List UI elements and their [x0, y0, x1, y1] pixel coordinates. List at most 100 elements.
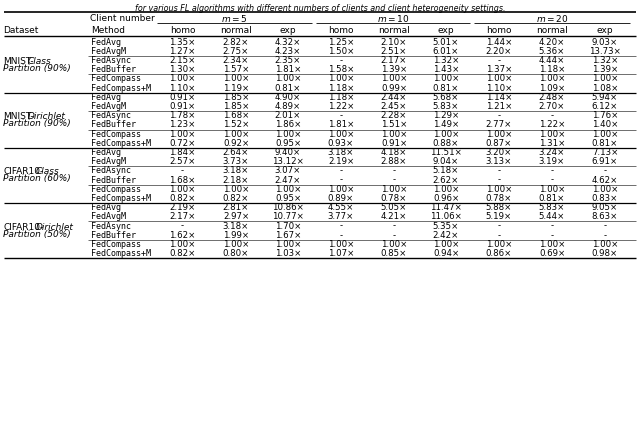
Text: 1.00×: 1.00×	[486, 130, 512, 139]
Text: -: -	[339, 231, 342, 240]
Text: 2.10×: 2.10×	[381, 38, 407, 47]
Text: 0.87×: 0.87×	[486, 139, 512, 148]
Text: 1.00×: 1.00×	[539, 185, 565, 194]
Text: 1.00×: 1.00×	[328, 185, 354, 194]
Text: $m = 5$: $m = 5$	[221, 13, 248, 24]
Text: 0.99×: 0.99×	[381, 84, 407, 92]
Text: 4.62×: 4.62×	[592, 175, 618, 184]
Text: 4.21×: 4.21×	[381, 213, 407, 221]
Text: 1.32×: 1.32×	[433, 56, 459, 65]
Text: 1.00×: 1.00×	[328, 130, 354, 139]
Text: 1.27×: 1.27×	[170, 47, 196, 56]
Text: 1.99×: 1.99×	[223, 231, 249, 240]
Text: -: -	[339, 166, 342, 175]
Text: 2.19×: 2.19×	[328, 157, 354, 166]
Text: 1.00×: 1.00×	[381, 130, 407, 139]
Text: FedCompass: FedCompass	[91, 74, 141, 83]
Text: 1.50×: 1.50×	[328, 47, 354, 56]
Text: 2.77×: 2.77×	[486, 121, 512, 130]
Text: 1.00×: 1.00×	[539, 130, 565, 139]
Text: -: -	[392, 175, 396, 184]
Text: 6.01×: 6.01×	[433, 47, 459, 56]
Text: 1.07×: 1.07×	[328, 249, 354, 258]
Text: 1.23×: 1.23×	[170, 121, 196, 130]
Text: 0.95×: 0.95×	[275, 139, 301, 148]
Text: for various FL algorithms with different numbers of clients and client heterogen: for various FL algorithms with different…	[135, 4, 505, 13]
Text: 11.47×: 11.47×	[430, 203, 462, 212]
Text: -: -	[550, 175, 554, 184]
Text: Method: Method	[91, 26, 125, 35]
Text: 1.68×: 1.68×	[223, 111, 249, 120]
Text: CIFAR10-: CIFAR10-	[3, 223, 44, 232]
Text: -: -	[604, 166, 607, 175]
Text: homo: homo	[170, 26, 195, 35]
Text: homo: homo	[486, 26, 512, 35]
Text: Partition (90%): Partition (90%)	[3, 119, 71, 128]
Text: 1.51×: 1.51×	[381, 121, 407, 130]
Text: 2.47×: 2.47×	[275, 175, 301, 184]
Text: 1.00×: 1.00×	[381, 185, 407, 194]
Text: FedCompass: FedCompass	[91, 240, 141, 249]
Text: Partition (50%): Partition (50%)	[3, 230, 71, 239]
Text: 1.03×: 1.03×	[275, 249, 301, 258]
Text: 1.00×: 1.00×	[433, 240, 459, 249]
Text: 1.52×: 1.52×	[223, 121, 249, 130]
Text: -: -	[497, 231, 500, 240]
Text: -: -	[497, 166, 500, 175]
Text: 2.01×: 2.01×	[275, 111, 301, 120]
Text: -: -	[181, 222, 184, 231]
Text: 1.85×: 1.85×	[223, 93, 249, 102]
Text: 1.58×: 1.58×	[328, 65, 354, 74]
Text: 1.00×: 1.00×	[275, 185, 301, 194]
Text: 5.83×: 5.83×	[433, 102, 459, 111]
Text: 2.64×: 2.64×	[223, 148, 249, 157]
Text: 2.70×: 2.70×	[539, 102, 565, 111]
Text: 0.91×: 0.91×	[170, 93, 196, 102]
Text: 1.08×: 1.08×	[592, 84, 618, 92]
Text: 6.91×: 6.91×	[592, 157, 618, 166]
Text: 5.83×: 5.83×	[539, 203, 565, 212]
Text: 13.12×: 13.12×	[272, 157, 304, 166]
Text: 1.00×: 1.00×	[275, 240, 301, 249]
Text: FedAvg: FedAvg	[91, 203, 121, 212]
Text: 5.05×: 5.05×	[381, 203, 407, 212]
Text: 0.93×: 0.93×	[328, 139, 354, 148]
Text: 1.00×: 1.00×	[275, 74, 301, 83]
Text: exp: exp	[280, 26, 296, 35]
Text: 2.88×: 2.88×	[381, 157, 407, 166]
Text: FedAsync: FedAsync	[91, 222, 131, 231]
Text: 1.29×: 1.29×	[433, 111, 459, 120]
Text: 5.68×: 5.68×	[433, 93, 459, 102]
Text: 1.49×: 1.49×	[433, 121, 459, 130]
Text: FedCompass: FedCompass	[91, 185, 141, 194]
Text: FedAvgM: FedAvgM	[91, 47, 126, 56]
Text: 1.81×: 1.81×	[275, 65, 301, 74]
Text: 1.25×: 1.25×	[328, 38, 354, 47]
Text: 0.96×: 0.96×	[433, 194, 459, 203]
Text: -: -	[497, 111, 500, 120]
Text: 2.17×: 2.17×	[170, 213, 196, 221]
Text: 2.17×: 2.17×	[381, 56, 407, 65]
Text: 1.00×: 1.00×	[539, 240, 565, 249]
Text: -: -	[339, 175, 342, 184]
Text: 0.82×: 0.82×	[170, 249, 196, 258]
Text: 1.32×: 1.32×	[592, 56, 618, 65]
Text: -: -	[550, 222, 554, 231]
Text: 3.18×: 3.18×	[328, 148, 354, 157]
Text: 1.10×: 1.10×	[486, 84, 512, 92]
Text: Dirichlet: Dirichlet	[28, 112, 65, 121]
Text: exp: exp	[438, 26, 454, 35]
Text: FedAsync: FedAsync	[91, 111, 131, 120]
Text: 1.00×: 1.00×	[223, 185, 249, 194]
Text: 0.81×: 0.81×	[433, 84, 459, 92]
Text: 6.12×: 6.12×	[592, 102, 618, 111]
Text: FedAvgM: FedAvgM	[91, 102, 126, 111]
Text: 0.91×: 0.91×	[381, 139, 407, 148]
Text: 1.00×: 1.00×	[592, 130, 618, 139]
Text: 1.37×: 1.37×	[486, 65, 512, 74]
Text: -: -	[497, 56, 500, 65]
Text: 1.00×: 1.00×	[486, 240, 512, 249]
Text: 1.44×: 1.44×	[486, 38, 512, 47]
Text: 1.22×: 1.22×	[539, 121, 565, 130]
Text: -: -	[339, 111, 342, 120]
